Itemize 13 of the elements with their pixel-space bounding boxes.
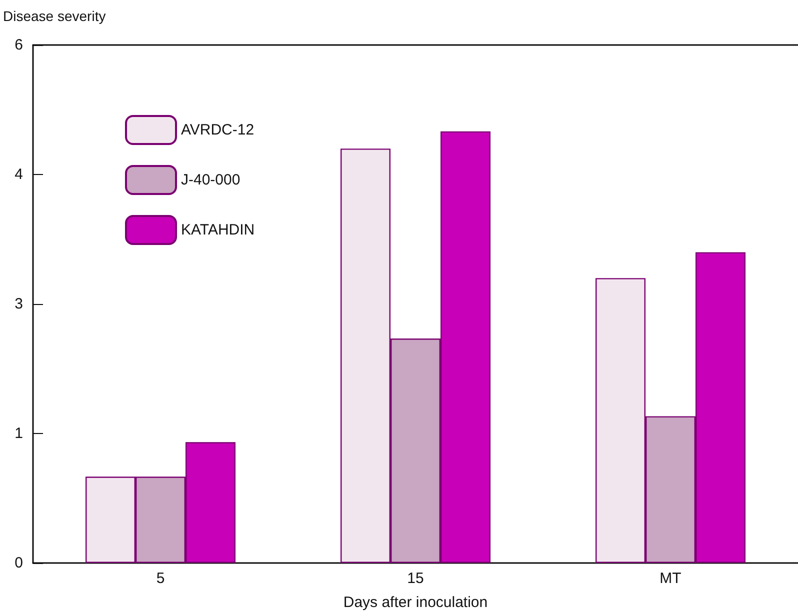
x-tick-label: 15 — [407, 570, 424, 587]
y-axis-title: Disease severity — [3, 8, 106, 24]
legend-label: J-40-000 — [181, 172, 240, 188]
legend-label: AVRDC-12 — [181, 122, 254, 138]
legend-label: KATAHDIN — [181, 222, 255, 238]
y-tick-label: 3 — [14, 296, 23, 312]
y-tick-label: 4 — [14, 166, 23, 183]
y-tick-label: 6 — [14, 36, 23, 54]
x-tick-label: MT — [660, 570, 682, 587]
x-axis-title: Days after inoculation — [343, 594, 488, 611]
x-tick-label: 5 — [156, 570, 165, 587]
y-tick-label: 0 — [14, 554, 23, 572]
y-tick-label: 1 — [14, 425, 23, 442]
